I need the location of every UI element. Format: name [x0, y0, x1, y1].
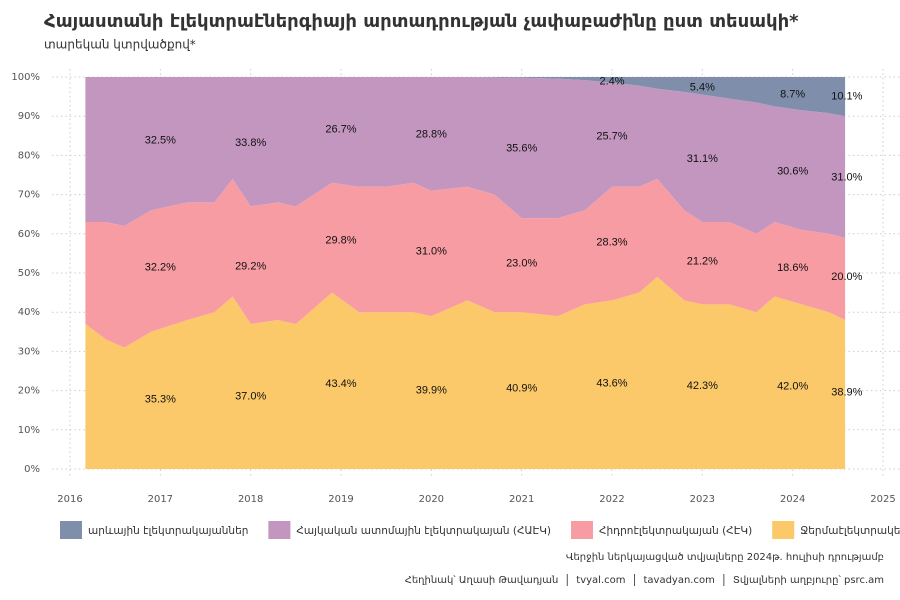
- area: [85, 178, 846, 348]
- y-tick-label: 50%: [18, 268, 40, 279]
- note: Վերջին ներկայացված տվյալները 2024թ. հուլ…: [566, 552, 884, 563]
- value-label: 32.2%: [145, 261, 176, 273]
- legend-label: Հայկական ատոմային էլեկտրակայան (ՀԱԷԿ): [296, 525, 551, 537]
- x-tick-label: 2024: [780, 494, 805, 505]
- area: [85, 276, 846, 469]
- value-label: 39.9%: [416, 385, 447, 397]
- x-tick-label: 2022: [599, 494, 624, 505]
- value-label: 42.0%: [777, 381, 808, 393]
- x-tick-label: 2025: [870, 494, 895, 505]
- x-tick-label: 2021: [509, 494, 534, 505]
- value-label: 29.8%: [325, 234, 356, 246]
- value-label: 35.6%: [506, 143, 537, 155]
- y-tick-label: 100%: [11, 72, 40, 83]
- x-tick-label: 2017: [148, 494, 173, 505]
- legend-swatch: [60, 521, 82, 539]
- legend-swatch: [268, 521, 291, 539]
- value-label: 26.7%: [325, 124, 356, 136]
- x-tick-label: 2020: [419, 494, 444, 505]
- x-tick-label: 2023: [690, 494, 715, 505]
- value-label: 28.8%: [416, 129, 447, 141]
- value-label: 35.3%: [145, 394, 176, 406]
- credit: Հեղինակ՝ Աղասի Թավադյան: [405, 574, 559, 586]
- value-label: 18.6%: [777, 262, 808, 274]
- value-label: 2.4%: [599, 76, 624, 88]
- y-tick-label: 10%: [18, 425, 40, 436]
- legend-swatch: [571, 521, 594, 539]
- value-label: 42.3%: [687, 380, 718, 392]
- area: [85, 77, 846, 238]
- value-label: 33.8%: [235, 137, 266, 149]
- x-tick-label: 2019: [328, 494, 353, 505]
- value-label: 31.0%: [831, 171, 862, 183]
- value-label: 38.9%: [831, 387, 862, 399]
- value-label: 31.1%: [687, 153, 718, 165]
- x-tick-label: 2016: [57, 494, 82, 505]
- value-label: 43.4%: [325, 378, 356, 390]
- value-label: 30.6%: [777, 165, 808, 177]
- credit: Տվյալների աղբյուրը՝ psrc.am: [733, 574, 884, 586]
- value-label: 8.7%: [780, 88, 805, 100]
- y-tick-label: 30%: [18, 346, 40, 357]
- value-label: 31.0%: [416, 246, 447, 258]
- legend-label: Հիդրոէլեկտրակայան (ՀԷԿ): [599, 525, 752, 537]
- legend-swatch: [772, 521, 795, 539]
- legend-label: Ջերմաէլեկտրակենտրոն (ՋԷԿ): [800, 525, 900, 537]
- value-label: 32.5%: [145, 135, 176, 147]
- y-tick-label: 70%: [18, 190, 40, 201]
- area: [85, 77, 846, 117]
- value-label: 5.4%: [690, 81, 715, 93]
- credit: tvyal.com: [576, 575, 625, 586]
- value-label: 21.2%: [687, 256, 718, 268]
- value-label: 28.3%: [596, 237, 627, 249]
- value-label: 40.9%: [506, 383, 537, 395]
- y-tick-label: 0%: [24, 464, 40, 475]
- chart-subtitle: տարեկան կտրվածքով*: [44, 38, 196, 52]
- value-label: 10.1%: [831, 91, 862, 103]
- value-label: 43.6%: [596, 377, 627, 389]
- credit: tavadyan.com: [643, 575, 714, 586]
- y-tick-label: 40%: [18, 307, 40, 318]
- y-tick-label: 80%: [18, 150, 40, 161]
- value-label: 20.0%: [831, 271, 862, 283]
- value-label: 25.7%: [596, 131, 627, 143]
- y-tick-label: 20%: [18, 386, 40, 397]
- x-tick-label: 2018: [238, 494, 263, 505]
- y-tick-label: 90%: [18, 111, 40, 122]
- value-label: 23.0%: [506, 257, 537, 269]
- chart-title: Հայաստանի էլեկտրաէներգիայի արտադրության …: [44, 11, 799, 32]
- value-label: 37.0%: [235, 390, 266, 402]
- y-tick-label: 60%: [18, 229, 40, 240]
- value-label: 29.2%: [235, 261, 266, 273]
- legend-label: արևային էլեկտրակայաններ: [88, 525, 248, 537]
